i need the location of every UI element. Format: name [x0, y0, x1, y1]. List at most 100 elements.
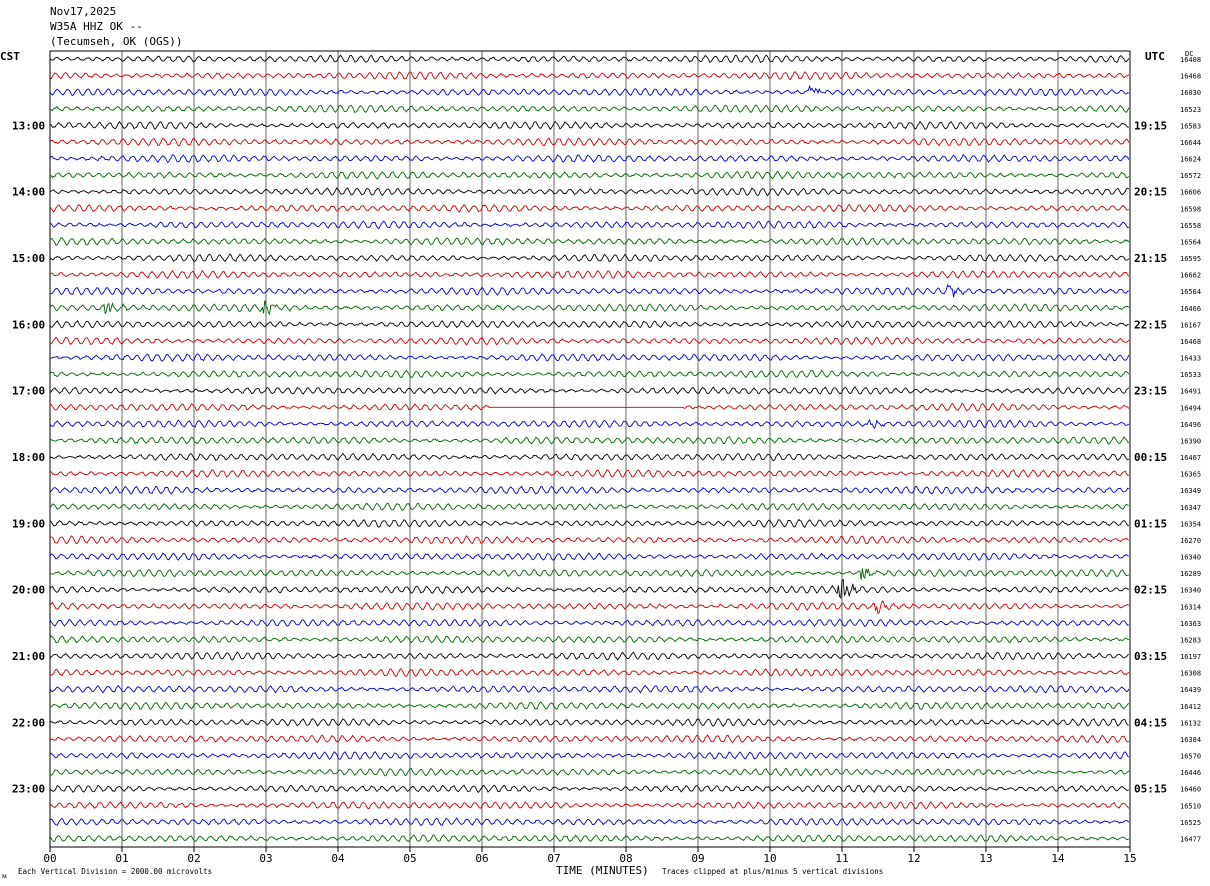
dc-offset-value: 16340	[1180, 587, 1201, 595]
dc-offset-value: 16468	[1180, 73, 1201, 81]
trace-row-5	[49, 137, 1130, 147]
dc-offset-value: 16197	[1180, 653, 1201, 661]
x-tick-label: 09	[691, 852, 704, 865]
x-axis-ticks: 00 01 02 03 04 05 06 07 08 09 10 11 12 13 14 15	[43, 847, 1137, 865]
dc-offset-value: 16340	[1180, 554, 1201, 562]
dc-offset-value: 16533	[1180, 371, 1201, 379]
dc-offset-value: 16412	[1180, 703, 1201, 711]
dc-offset-value: 16477	[1180, 835, 1201, 843]
dc-offset-value: 16433	[1180, 355, 1201, 363]
trace-row-47	[49, 834, 1130, 843]
x-tick-label: 04	[331, 852, 345, 865]
trace-row-20	[49, 386, 1130, 395]
cst-time-label: 23:00	[12, 783, 45, 796]
trace-row-19	[49, 369, 1130, 379]
trace-row-30	[49, 552, 1129, 561]
trace-row-40	[49, 717, 1129, 727]
trace-row-14	[49, 283, 1129, 298]
trace-row-41	[49, 734, 1130, 744]
x-tick-label: 06	[475, 852, 488, 865]
x-tick-label: 02	[187, 852, 200, 865]
utc-time-label: 19:15	[1134, 119, 1167, 132]
x-tick-label: 07	[547, 852, 560, 865]
cst-time-label: 13:00	[12, 119, 45, 132]
trace-row-2	[49, 84, 1129, 97]
trace-row-28	[49, 518, 1129, 528]
x-tick-label: 03	[259, 852, 272, 865]
dc-offset-value: 16606	[1180, 189, 1201, 197]
dc-offset-value: 16270	[1180, 537, 1201, 545]
trace-row-17	[49, 336, 1130, 346]
cst-time-label: 15:00	[12, 252, 45, 265]
dc-offset-value: 16390	[1180, 437, 1201, 445]
dc-offset-value: 16558	[1180, 222, 1201, 230]
dc-offset-value: 16030	[1180, 89, 1201, 97]
cst-time-label: 20:00	[12, 584, 45, 597]
x-tick-label: 08	[619, 852, 632, 865]
x-tick-label: 00	[43, 852, 56, 865]
trace-row-31	[49, 568, 1130, 580]
x-tick-label: 12	[907, 852, 920, 865]
cst-time-label: 18:00	[12, 451, 45, 464]
dc-offset-value: 16349	[1180, 487, 1201, 495]
trace-row-27	[49, 502, 1129, 511]
trace-row-32	[49, 578, 1130, 599]
utc-time-label: 02:15	[1134, 584, 1167, 597]
trace-row-16	[49, 319, 1129, 329]
x-tick-label: 01	[115, 852, 128, 865]
dc-offset-value: 16510	[1180, 802, 1201, 810]
trace-row-43	[49, 767, 1130, 777]
dc-offset-value: 16354	[1180, 520, 1201, 528]
trace-row-22	[49, 418, 1130, 430]
dc-offset-value: 16598	[1180, 205, 1201, 213]
cst-time-label: 19:00	[12, 517, 45, 530]
trace-row-25	[49, 468, 1130, 478]
trace-row-21	[49, 402, 1130, 412]
dc-offset-value: 16468	[1180, 338, 1201, 346]
x-axis-title: TIME (MINUTES)	[556, 864, 649, 877]
plot-frame	[49, 50, 1131, 848]
trace-row-11	[49, 237, 1130, 247]
dc-offset-value: 16595	[1180, 255, 1201, 263]
trace-row-34	[49, 618, 1129, 628]
footer-scale-note: Each Vertical Division = 2000.00 microvo…	[18, 867, 212, 876]
dc-offset-value: 16446	[1180, 769, 1201, 777]
dc-offset-value: 16308	[1180, 670, 1201, 678]
dc-header: DC	[1185, 50, 1193, 58]
minute-gridlines	[49, 50, 1131, 848]
date-label: Nov17,2025	[50, 5, 117, 18]
trace-row-42	[49, 751, 1130, 760]
dc-offset-value: 16289	[1180, 570, 1201, 578]
trace-row-18	[49, 353, 1130, 363]
dc-offset-value: 16662	[1180, 272, 1201, 280]
x-tick-label: 11	[835, 852, 848, 865]
cst-time-label: 21:00	[12, 650, 45, 663]
trace-row-35	[49, 635, 1129, 644]
cst-label: CST	[0, 50, 20, 63]
utc-time-label: 03:15	[1134, 650, 1167, 663]
trace-row-33	[49, 600, 1130, 615]
trace-row-24	[49, 452, 1129, 462]
dc-offset-value: 16467	[1180, 454, 1201, 462]
trace-row-10	[49, 220, 1129, 230]
trace-row-37	[49, 668, 1130, 677]
dc-offset-value: 16384	[1180, 736, 1201, 744]
dc-offset-value: 16624	[1180, 156, 1201, 164]
trace-row-9	[49, 203, 1130, 213]
trace-row-15	[49, 300, 1130, 316]
utc-label: UTC	[1145, 50, 1165, 63]
footer-clip-note: Traces clipped at plus/minus 5 vertical …	[662, 867, 883, 876]
dc-offset-value: 16167	[1180, 321, 1201, 329]
trace-row-1	[49, 71, 1130, 81]
dc-offset-value: 16283	[1180, 636, 1201, 644]
dc-offset-value: 16570	[1180, 753, 1201, 761]
trace-row-44	[49, 784, 1130, 793]
cst-time-label: 16:00	[12, 318, 45, 331]
cst-time-label: 17:00	[12, 385, 45, 398]
trace-row-26	[49, 485, 1129, 495]
trace-row-45	[49, 801, 1130, 810]
dc-offset-value: 16408	[1180, 56, 1201, 64]
dc-offset-value: 16466	[1180, 305, 1201, 313]
corner-mark: ᴍ	[2, 871, 7, 880]
